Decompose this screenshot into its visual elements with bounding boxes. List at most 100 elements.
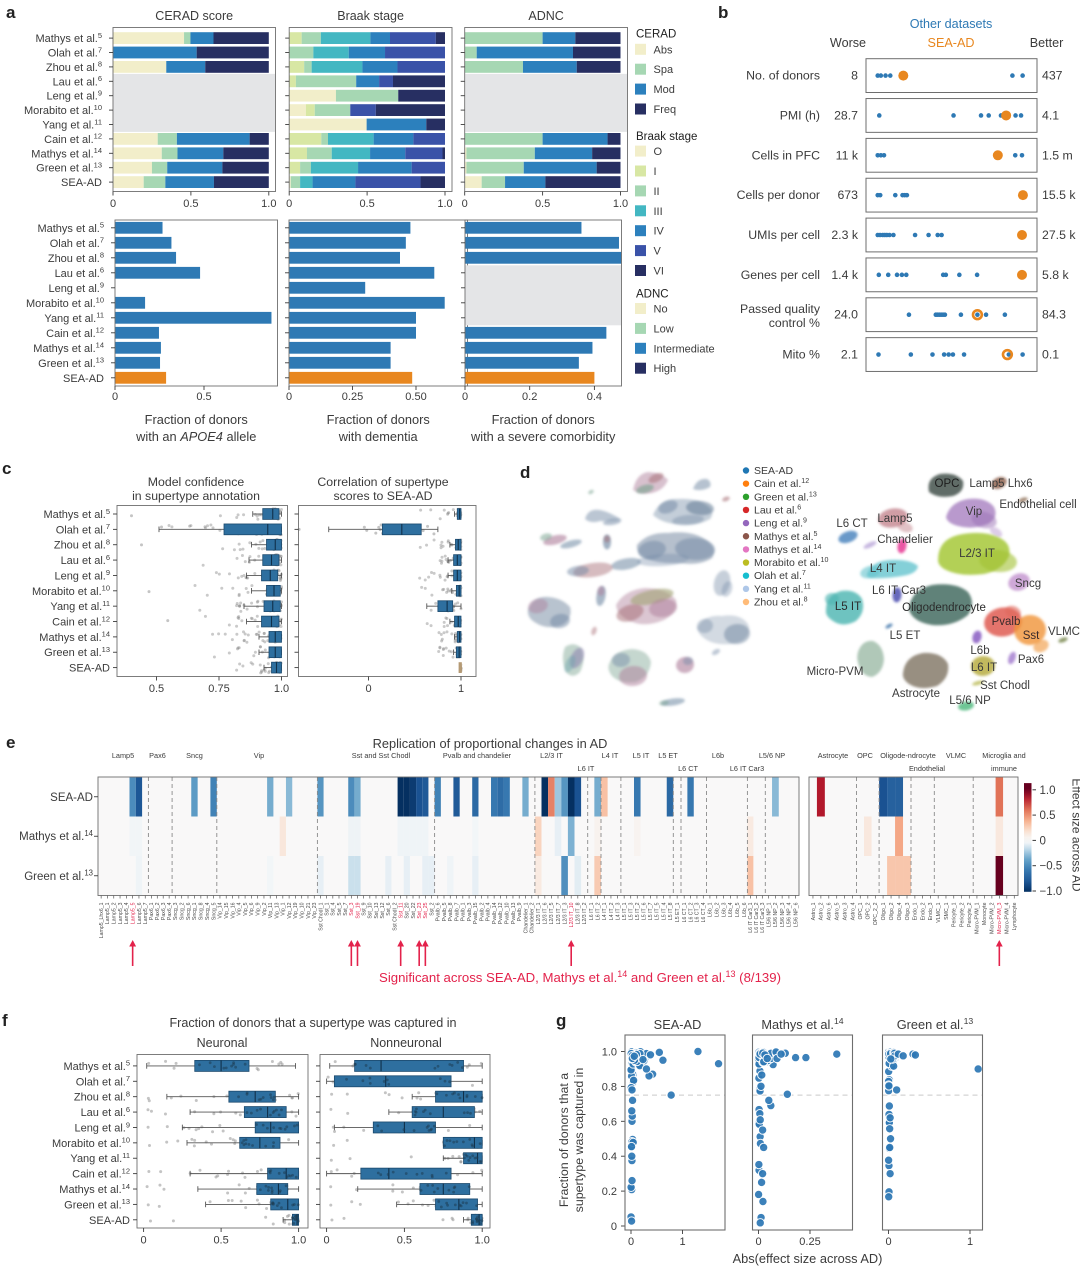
svg-text:L2/3 IT_5: L2/3 IT_5 bbox=[549, 902, 555, 924]
svg-text:Astro_3: Astro_3 bbox=[842, 902, 848, 920]
svg-text:Endo_3: Endo_3 bbox=[928, 902, 934, 920]
svg-text:0: 0 bbox=[755, 1236, 761, 1248]
svg-text:Pvalb_7: Pvalb_7 bbox=[454, 902, 460, 921]
svg-text:Pericyte_1: Pericyte_1 bbox=[952, 902, 958, 927]
svg-text:with dementia: with dementia bbox=[338, 429, 419, 444]
svg-text:Pvalb_4: Pvalb_4 bbox=[486, 902, 492, 921]
svg-text:OPC_1: OPC_1 bbox=[858, 902, 864, 919]
svg-text:Astro_6: Astro_6 bbox=[827, 902, 833, 920]
svg-text:L4 IT_1: L4 IT_1 bbox=[602, 902, 608, 920]
svg-text:L6 IT Car3_1: L6 IT Car3_1 bbox=[748, 902, 754, 932]
svg-text:Astro_2: Astro_2 bbox=[819, 902, 825, 920]
svg-text:VI: VI bbox=[654, 266, 664, 278]
svg-text:Vip_21: Vip_21 bbox=[306, 902, 312, 918]
svg-text:0.5: 0.5 bbox=[1040, 810, 1056, 822]
svg-text:Chandelier: Chandelier bbox=[877, 534, 933, 546]
svg-text:Cain et al.12: Cain et al.12 bbox=[46, 326, 104, 340]
svg-text:Sst_10: Sst_10 bbox=[368, 902, 374, 918]
svg-text:Astro_4: Astro_4 bbox=[850, 902, 856, 920]
svg-text:0.5: 0.5 bbox=[183, 198, 198, 210]
svg-text:Mathys et al.5: Mathys et al.5 bbox=[37, 221, 104, 235]
svg-text:0.5: 0.5 bbox=[149, 683, 164, 695]
svg-text:28.7: 28.7 bbox=[834, 109, 858, 123]
svg-text:L5 IT: L5 IT bbox=[835, 601, 861, 613]
svg-text:0: 0 bbox=[611, 1221, 617, 1233]
svg-text:1: 1 bbox=[458, 683, 464, 695]
svg-text:Lamp5_Lhx6_1: Lamp5_Lhx6_1 bbox=[99, 902, 105, 938]
svg-text:with a severe comorbidity: with a severe comorbidity bbox=[470, 429, 616, 444]
svg-text:CERAD: CERAD bbox=[636, 29, 676, 41]
svg-text:Micro-PVM: Micro-PVM bbox=[807, 666, 864, 678]
svg-text:Yang et al.11: Yang et al.11 bbox=[70, 1151, 130, 1165]
svg-text:d: d bbox=[520, 463, 530, 482]
svg-text:supertype was captured in: supertype was captured in bbox=[572, 1068, 586, 1213]
svg-text:L6b: L6b bbox=[970, 645, 989, 657]
svg-text:Pax6: Pax6 bbox=[1018, 654, 1044, 666]
svg-text:Green et al.13: Green et al.13 bbox=[36, 161, 102, 175]
svg-text:Green et al.13: Green et al.13 bbox=[38, 356, 104, 370]
svg-text:L4 IT: L4 IT bbox=[870, 563, 896, 575]
svg-text:with an APOE4 allele: with an APOE4 allele bbox=[135, 429, 256, 444]
svg-text:Mathys et al.14: Mathys et al.14 bbox=[754, 543, 821, 556]
svg-text:L6 CT: L6 CT bbox=[836, 518, 867, 530]
svg-text:Sst_11: Sst_11 bbox=[399, 902, 405, 918]
svg-text:Oligo_3: Oligo_3 bbox=[905, 902, 911, 920]
svg-text:Sst_1: Sst_1 bbox=[325, 902, 331, 915]
svg-text:0: 0 bbox=[885, 1236, 891, 1248]
svg-text:Genes per cell: Genes per cell bbox=[741, 268, 820, 282]
svg-text:Micro-PVM_2: Micro-PVM_2 bbox=[990, 902, 996, 934]
svg-text:Lau et al.6: Lau et al.6 bbox=[61, 553, 110, 567]
svg-text:Abs: Abs bbox=[654, 44, 673, 56]
svg-text:Vip_23: Vip_23 bbox=[312, 902, 318, 918]
svg-text:Morabito et al.10: Morabito et al.10 bbox=[24, 103, 102, 117]
svg-text:Mathys et al.14: Mathys et al.14 bbox=[39, 630, 110, 644]
svg-text:Vip_11: Vip_11 bbox=[268, 902, 274, 918]
svg-text:1: 1 bbox=[679, 1236, 685, 1248]
svg-text:L6 CT_2: L6 CT_2 bbox=[688, 902, 694, 922]
svg-text:L6 IT_1: L6 IT_1 bbox=[589, 902, 595, 920]
svg-text:Leng et al.9: Leng et al.9 bbox=[46, 89, 102, 103]
svg-text:Cells in PFC: Cells in PFC bbox=[752, 148, 820, 162]
svg-text:SEA-AD: SEA-AD bbox=[61, 177, 102, 189]
svg-text:L5/6 NP_6: L5/6 NP_6 bbox=[793, 902, 799, 927]
svg-text:Fraction of donors: Fraction of donors bbox=[492, 412, 595, 427]
svg-text:437: 437 bbox=[1042, 69, 1063, 83]
svg-text:0.75: 0.75 bbox=[208, 683, 229, 695]
svg-text:Vip_12: Vip_12 bbox=[287, 902, 293, 918]
svg-text:Pvalb_13: Pvalb_13 bbox=[511, 902, 517, 924]
svg-text:a: a bbox=[6, 3, 16, 22]
svg-text:L6b_3: L6b_3 bbox=[721, 902, 727, 917]
svg-text:in supertype annotation: in supertype annotation bbox=[132, 489, 260, 503]
svg-text:Oligodendrocyte: Oligodendrocyte bbox=[902, 602, 986, 614]
svg-text:84.3: 84.3 bbox=[1042, 308, 1066, 322]
svg-text:Oligo_4: Oligo_4 bbox=[897, 902, 903, 920]
svg-text:SMC_1: SMC_1 bbox=[944, 902, 950, 919]
svg-text:Model confidence: Model confidence bbox=[148, 475, 245, 489]
svg-text:Mathys et al.14: Mathys et al.14 bbox=[59, 1182, 130, 1196]
svg-text:L5/6 NP_1: L5/6 NP_1 bbox=[767, 902, 773, 927]
svg-text:Correlation of supertype: Correlation of supertype bbox=[317, 475, 448, 489]
svg-text:control %: control % bbox=[769, 316, 820, 330]
svg-text:Mathys et al.5: Mathys et al.5 bbox=[63, 1059, 130, 1073]
svg-text:L5 IT: L5 IT bbox=[633, 751, 650, 760]
svg-text:Mathys et al.5: Mathys et al.5 bbox=[35, 31, 102, 45]
svg-text:Sncg_8: Sncg_8 bbox=[199, 902, 205, 920]
svg-text:OPC: OPC bbox=[857, 751, 873, 760]
svg-text:Low: Low bbox=[654, 323, 674, 335]
svg-text:Olah et al.7: Olah et al.7 bbox=[76, 1074, 130, 1088]
svg-text:L5 IT_7: L5 IT_7 bbox=[648, 902, 654, 920]
svg-text:Pax6: Pax6 bbox=[149, 751, 166, 760]
svg-text:0.25: 0.25 bbox=[342, 391, 363, 403]
svg-text:L6b: L6b bbox=[712, 751, 724, 760]
svg-text:Mathys et al.14: Mathys et al.14 bbox=[761, 1016, 843, 1032]
svg-text:Astro_5: Astro_5 bbox=[835, 902, 841, 920]
svg-text:L6 CT: L6 CT bbox=[678, 764, 698, 773]
svg-text:11 k: 11 k bbox=[836, 148, 859, 162]
svg-text:L5 IT_8: L5 IT_8 bbox=[668, 902, 674, 920]
svg-text:0.6: 0.6 bbox=[602, 1116, 617, 1128]
svg-text:L5/6 NP: L5/6 NP bbox=[759, 751, 785, 760]
svg-text:f: f bbox=[2, 1011, 8, 1030]
svg-text:Fraction of donors that a supe: Fraction of donors that a supertype was … bbox=[169, 1016, 456, 1030]
svg-text:0.4: 0.4 bbox=[602, 1151, 617, 1163]
svg-text:Endothelial cell: Endothelial cell bbox=[999, 499, 1076, 511]
